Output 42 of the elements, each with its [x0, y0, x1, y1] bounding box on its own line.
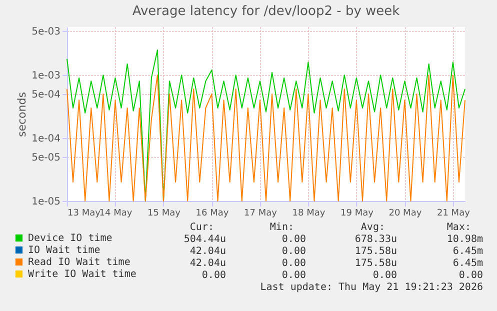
y-tick-label: 1e-05 — [32, 196, 60, 208]
x-tick-label: 19 May — [340, 208, 374, 218]
y-tick-label: 5e-04 — [32, 90, 60, 101]
text: Min: — [270, 222, 294, 234]
x-tick-label: 17 May — [244, 208, 278, 218]
legend-label: Read IO Wait time — [28, 257, 130, 268]
text: 0.00 — [458, 270, 483, 282]
text: Last update: Thu May 21 19:21:23 2026 — [260, 282, 483, 294]
text: Avg: — [360, 222, 385, 234]
y-axis-title: seconds — [16, 92, 29, 137]
text: 42.04u — [190, 258, 226, 270]
x-tick-label: 13 May — [68, 208, 102, 218]
x-tick-label: 14 May — [99, 208, 133, 218]
chart-title: Average latency for /dev/loop2 - by week — [132, 4, 400, 20]
text: 0.00 — [282, 246, 306, 258]
text: 0.00 — [372, 270, 397, 282]
text: 175.58u — [354, 246, 397, 258]
x-tick-label: 18 May — [292, 208, 326, 218]
x-tick-label: 21 May — [436, 208, 471, 218]
legend-label: Write IO Wait time — [28, 269, 136, 280]
legend-label: IO Wait time — [28, 245, 100, 256]
text: 504.44u — [184, 234, 226, 246]
text: 42.04u — [190, 246, 226, 258]
text: 6.45m — [452, 258, 483, 270]
text: 6.45m — [452, 246, 483, 258]
text: Cur: — [190, 222, 214, 234]
text: 0.00 — [282, 258, 306, 270]
text: Max: — [446, 222, 471, 234]
text: 0.00 — [282, 270, 306, 282]
y-tick-label: 5e-05 — [32, 152, 60, 164]
y-tick-label: 1e-03 — [32, 70, 60, 82]
x-tick-label: 20 May — [388, 208, 422, 218]
y-tick-label: 5e-03 — [32, 26, 60, 38]
text: 10.98m — [446, 234, 483, 246]
x-tick-label: 16 May — [196, 208, 230, 218]
text: 0.00 — [282, 234, 306, 246]
legend-label: Device IO time — [28, 233, 112, 244]
text: 0.00 — [202, 270, 226, 282]
text: 678.33u — [354, 234, 397, 246]
x-tick-label: 15 May — [148, 208, 182, 218]
text: 175.58u — [354, 258, 397, 270]
y-tick-label: 1e-04 — [32, 134, 60, 145]
